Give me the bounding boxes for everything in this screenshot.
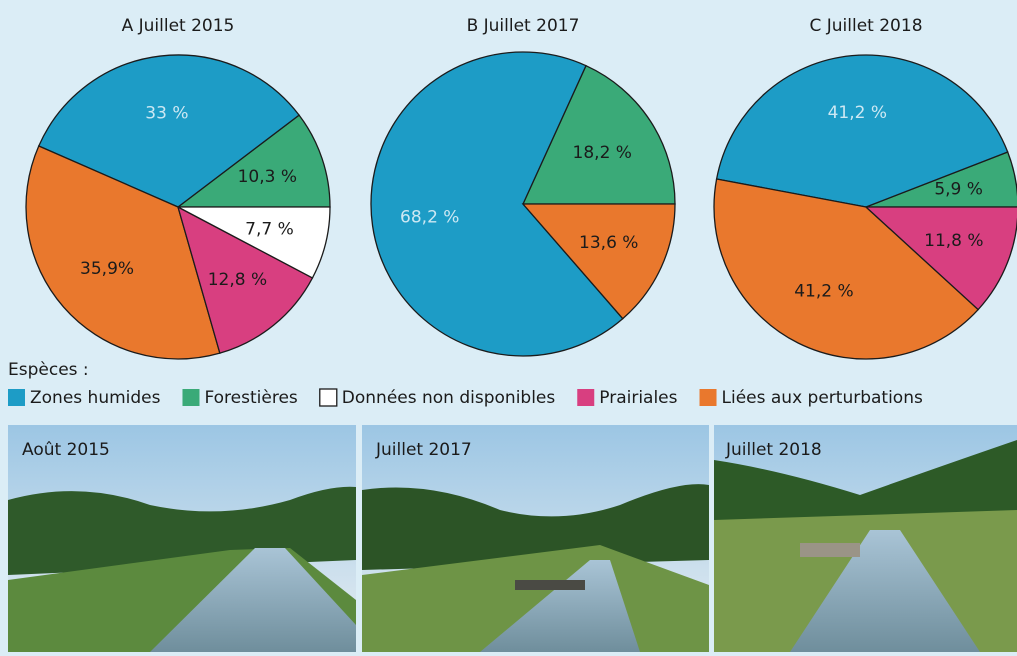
legend-title: Espèces : (8, 360, 89, 380)
slice-label: 10,3 % (238, 167, 297, 187)
slice-label: 18,2 % (573, 143, 632, 163)
legend-label: Forestières (204, 388, 297, 408)
legend-label: Données non disponibles (342, 388, 556, 408)
legend-swatch (577, 389, 594, 406)
slice-label: 68,2 % (400, 208, 459, 228)
legend-swatch (320, 389, 337, 406)
chart-title: B Juillet 2017 (467, 16, 580, 36)
photo-caption: Août 2015 (22, 440, 110, 460)
slice-label: 11,8 % (924, 231, 983, 251)
chart-title: C Juillet 2018 (809, 16, 922, 36)
legend-label: Prairiales (599, 388, 677, 408)
slice-label: 41,2 % (794, 281, 853, 301)
page: Espèces html, body { margin: 0; padding:… (0, 0, 1017, 652)
slice-label: 35,9% (80, 259, 134, 279)
legend-label: Liées aux perturbations (722, 388, 923, 408)
slice-label: 5,9 % (934, 180, 983, 200)
legend-label: Zones humides (30, 388, 161, 408)
chart-title: A Juillet 2015 (122, 16, 235, 36)
slice-label: 33 % (145, 103, 188, 123)
photo-caption: Juillet 2018 (725, 440, 822, 460)
slice-label: 41,2 % (828, 103, 887, 123)
slice-label: 13,6 % (579, 233, 638, 253)
slice-label: 7,7 % (245, 220, 294, 240)
page-body: {"chart_data": [ {"type": "pie", "title"… (0, 0, 1017, 652)
legend-swatch (700, 389, 717, 406)
legend-swatch (182, 389, 199, 406)
figure: Espèces : A Juillet 2015 10,3 % 33 % 35,9% 1… (0, 0, 1017, 652)
slice-label: 12,8 % (208, 270, 267, 290)
photos (8, 425, 1017, 652)
photo-caption: Juillet 2017 (375, 440, 472, 460)
legend-swatch (8, 389, 25, 406)
